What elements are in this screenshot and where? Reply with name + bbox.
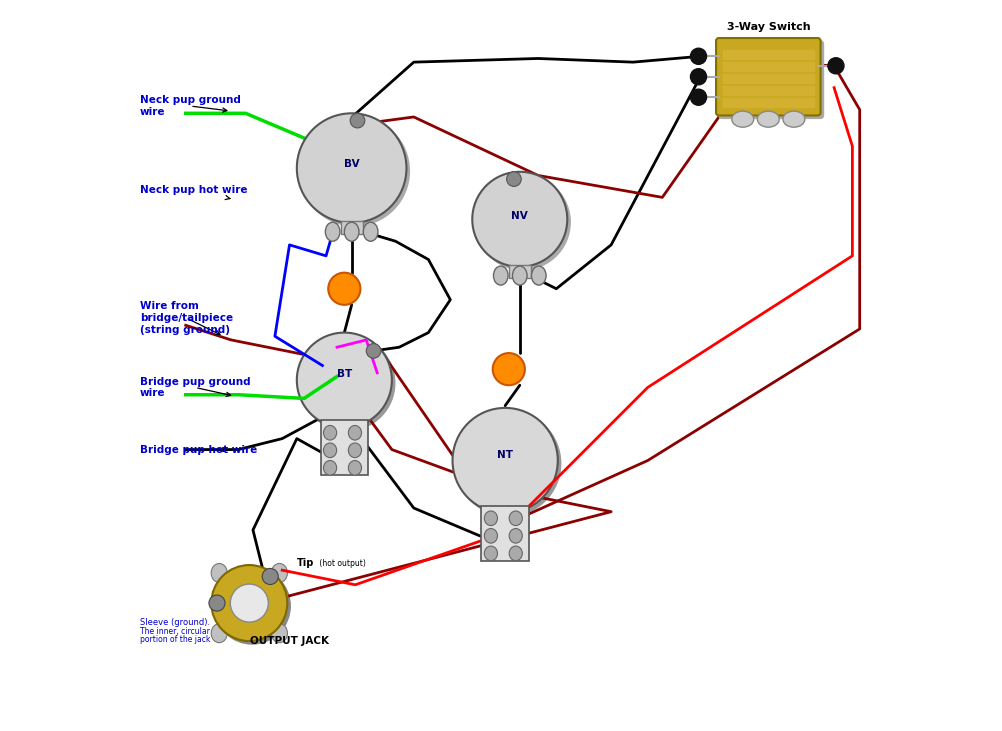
Ellipse shape [344, 222, 359, 241]
Circle shape [492, 353, 524, 385]
Circle shape [328, 273, 360, 305]
Bar [321, 420, 368, 475]
Ellipse shape [783, 111, 804, 127]
Circle shape [300, 116, 409, 226]
Text: portion of the jack: portion of the jack [139, 635, 209, 644]
Ellipse shape [484, 546, 497, 561]
Text: Bridge pup ground
wire: Bridge pup ground wire [139, 376, 250, 398]
FancyBboxPatch shape [718, 41, 823, 118]
Text: BT: BT [337, 369, 352, 379]
Circle shape [297, 333, 392, 428]
Text: The inner, circular: The inner, circular [139, 627, 209, 636]
Circle shape [262, 569, 278, 585]
Ellipse shape [211, 564, 227, 583]
Circle shape [366, 344, 381, 358]
Circle shape [827, 58, 843, 74]
FancyBboxPatch shape [715, 38, 820, 115]
Ellipse shape [509, 546, 522, 561]
Ellipse shape [509, 511, 522, 526]
Circle shape [350, 113, 365, 128]
Circle shape [506, 172, 521, 186]
Text: Wire from
bridge/tailpiece
(string ground): Wire from bridge/tailpiece (string groun… [139, 301, 232, 335]
Ellipse shape [324, 443, 337, 458]
Ellipse shape [363, 222, 378, 241]
Ellipse shape [272, 624, 288, 643]
Ellipse shape [348, 425, 361, 440]
Ellipse shape [509, 529, 522, 543]
Ellipse shape [757, 111, 779, 127]
Text: Neck pup ground
wire: Neck pup ground wire [139, 95, 240, 117]
Text: NV: NV [511, 211, 528, 221]
Text: Bridge pup hot wire: Bridge pup hot wire [139, 444, 257, 455]
Text: Tip: Tip [297, 558, 314, 568]
Circle shape [475, 175, 570, 270]
Circle shape [230, 584, 269, 622]
Ellipse shape [493, 266, 508, 285]
Ellipse shape [484, 511, 497, 526]
Text: Neck pup hot wire: Neck pup hot wire [139, 185, 246, 200]
Ellipse shape [272, 564, 288, 583]
Circle shape [472, 172, 567, 267]
Ellipse shape [324, 461, 337, 475]
Circle shape [452, 408, 557, 513]
Bar [508, 265, 530, 278]
Text: 3-Way Switch: 3-Way Switch [725, 22, 810, 32]
Bar [721, 74, 814, 83]
Bar [721, 50, 814, 58]
Circle shape [455, 411, 560, 516]
Ellipse shape [211, 624, 227, 643]
Circle shape [214, 568, 290, 644]
Text: OUTPUT JACK: OUTPUT JACK [249, 636, 329, 646]
Ellipse shape [348, 443, 361, 458]
Circle shape [300, 336, 395, 431]
Circle shape [297, 113, 406, 223]
Text: BV: BV [344, 159, 359, 170]
Circle shape [208, 595, 224, 611]
Ellipse shape [531, 266, 545, 285]
Circle shape [689, 69, 705, 85]
Bar [721, 98, 814, 107]
Bar [721, 62, 814, 71]
Text: (hot output): (hot output) [317, 559, 366, 568]
Circle shape [689, 89, 705, 105]
Bar [721, 86, 814, 95]
Circle shape [689, 48, 705, 64]
Bar [481, 506, 528, 561]
Bar [341, 221, 363, 234]
Circle shape [211, 565, 287, 641]
Text: Sleeve (ground).: Sleeve (ground). [139, 618, 209, 627]
Text: NT: NT [497, 450, 513, 460]
Ellipse shape [325, 222, 340, 241]
Ellipse shape [731, 111, 753, 127]
Ellipse shape [348, 461, 361, 475]
Ellipse shape [324, 425, 337, 440]
Ellipse shape [512, 266, 527, 285]
Ellipse shape [484, 529, 497, 543]
